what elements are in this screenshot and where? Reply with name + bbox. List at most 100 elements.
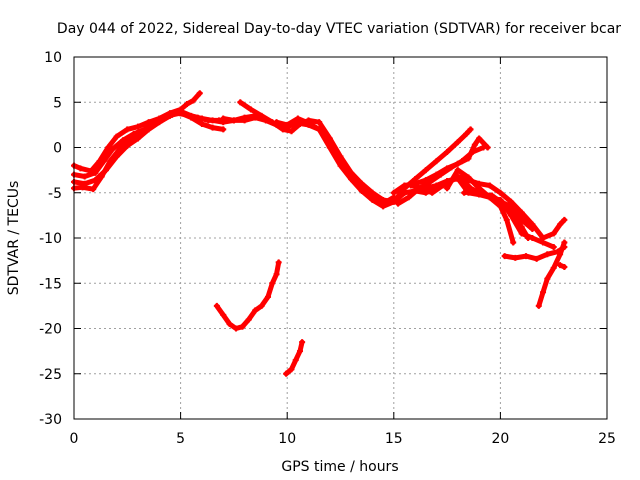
data-point — [405, 194, 412, 201]
data-point — [134, 135, 141, 142]
data-point — [220, 115, 227, 122]
data-point — [92, 169, 99, 176]
series-line — [423, 175, 516, 245]
data-point — [92, 177, 99, 184]
data-point — [190, 97, 197, 104]
data-point — [561, 263, 568, 270]
axis-ticks: 0 5 10 15 20 25 -30 -25 -20 -15 -10 -5 0 5 10 — [39, 50, 616, 447]
data-point — [226, 320, 233, 327]
data-point — [544, 275, 551, 282]
y-tick-label: -30 — [39, 412, 62, 428]
data-point — [380, 203, 387, 210]
data-point — [252, 114, 259, 121]
data-point — [145, 126, 152, 133]
data-point — [488, 192, 495, 199]
data-point — [557, 262, 564, 269]
data-point — [437, 171, 444, 178]
data-point — [100, 158, 107, 165]
data-point — [239, 323, 246, 330]
data-point — [124, 126, 131, 133]
data-point — [288, 128, 295, 135]
data-point — [561, 216, 568, 223]
data-point — [269, 280, 276, 287]
data-point — [508, 203, 515, 210]
data-point — [518, 216, 525, 223]
data-point — [198, 115, 205, 122]
data-point — [81, 180, 88, 187]
data-point — [461, 189, 468, 196]
data-point — [105, 144, 112, 151]
data-point — [198, 120, 205, 127]
data-point — [296, 348, 303, 355]
x-tick-label: 15 — [385, 431, 403, 447]
data-point — [348, 176, 355, 183]
data-point — [258, 302, 265, 309]
data-point — [316, 119, 323, 126]
series-track-18 — [213, 259, 282, 332]
data-point — [305, 120, 312, 127]
data-point — [177, 108, 184, 115]
data-point — [510, 239, 517, 246]
data-point — [561, 239, 568, 246]
data-point — [444, 149, 451, 156]
data-point — [508, 212, 515, 219]
data-point — [288, 366, 295, 373]
data-point — [550, 244, 557, 251]
data-point — [113, 133, 120, 140]
data-point — [465, 174, 472, 181]
data-point — [395, 200, 402, 207]
grid — [74, 57, 607, 419]
y-tick-label: 10 — [44, 50, 62, 66]
series-track-19 — [283, 339, 306, 377]
data-point — [433, 182, 440, 189]
data-point — [183, 101, 190, 108]
data-point — [358, 180, 365, 187]
data-point — [422, 167, 429, 174]
series-track-17 — [557, 262, 568, 270]
data-point — [81, 173, 88, 180]
data-point — [247, 106, 254, 113]
data-point — [390, 189, 397, 196]
data-point — [512, 254, 519, 261]
data-point — [407, 182, 414, 189]
data-point — [448, 164, 455, 171]
data-point — [237, 99, 244, 106]
y-tick-label: -10 — [39, 231, 62, 247]
data-point — [283, 370, 290, 377]
data-point — [380, 196, 387, 203]
y-tick-label: 0 — [53, 141, 62, 157]
data-point — [522, 253, 529, 260]
data-point — [401, 189, 408, 196]
y-tick-label: -25 — [39, 367, 62, 383]
data-point — [518, 230, 525, 237]
data-point — [550, 230, 557, 237]
data-point — [501, 253, 508, 260]
series-track-1 — [71, 90, 203, 175]
data-point — [275, 259, 282, 266]
data-point — [273, 119, 280, 126]
data-point — [284, 121, 291, 128]
data-point — [529, 235, 536, 241]
data-point — [471, 141, 478, 148]
y-tick-label: -5 — [48, 186, 62, 202]
data-point — [429, 189, 436, 196]
data-point — [326, 135, 333, 142]
x-axis-label: GPS time / hours — [281, 459, 398, 475]
data-point — [273, 271, 280, 278]
data-point — [299, 339, 306, 346]
y-tick-label: 5 — [53, 95, 62, 111]
data-point — [294, 115, 301, 122]
data-point — [337, 162, 344, 169]
data-point — [503, 216, 510, 223]
data-point — [518, 209, 525, 216]
data-point — [369, 189, 376, 196]
data-point — [337, 153, 344, 160]
data-point — [90, 186, 97, 193]
data-point — [265, 293, 272, 300]
chart-title: Day 044 of 2022, Sidereal Day-to-day VTE… — [57, 21, 621, 37]
data-point — [220, 126, 227, 133]
data-point — [454, 167, 461, 174]
data-point — [557, 221, 564, 228]
data-point — [469, 149, 476, 156]
